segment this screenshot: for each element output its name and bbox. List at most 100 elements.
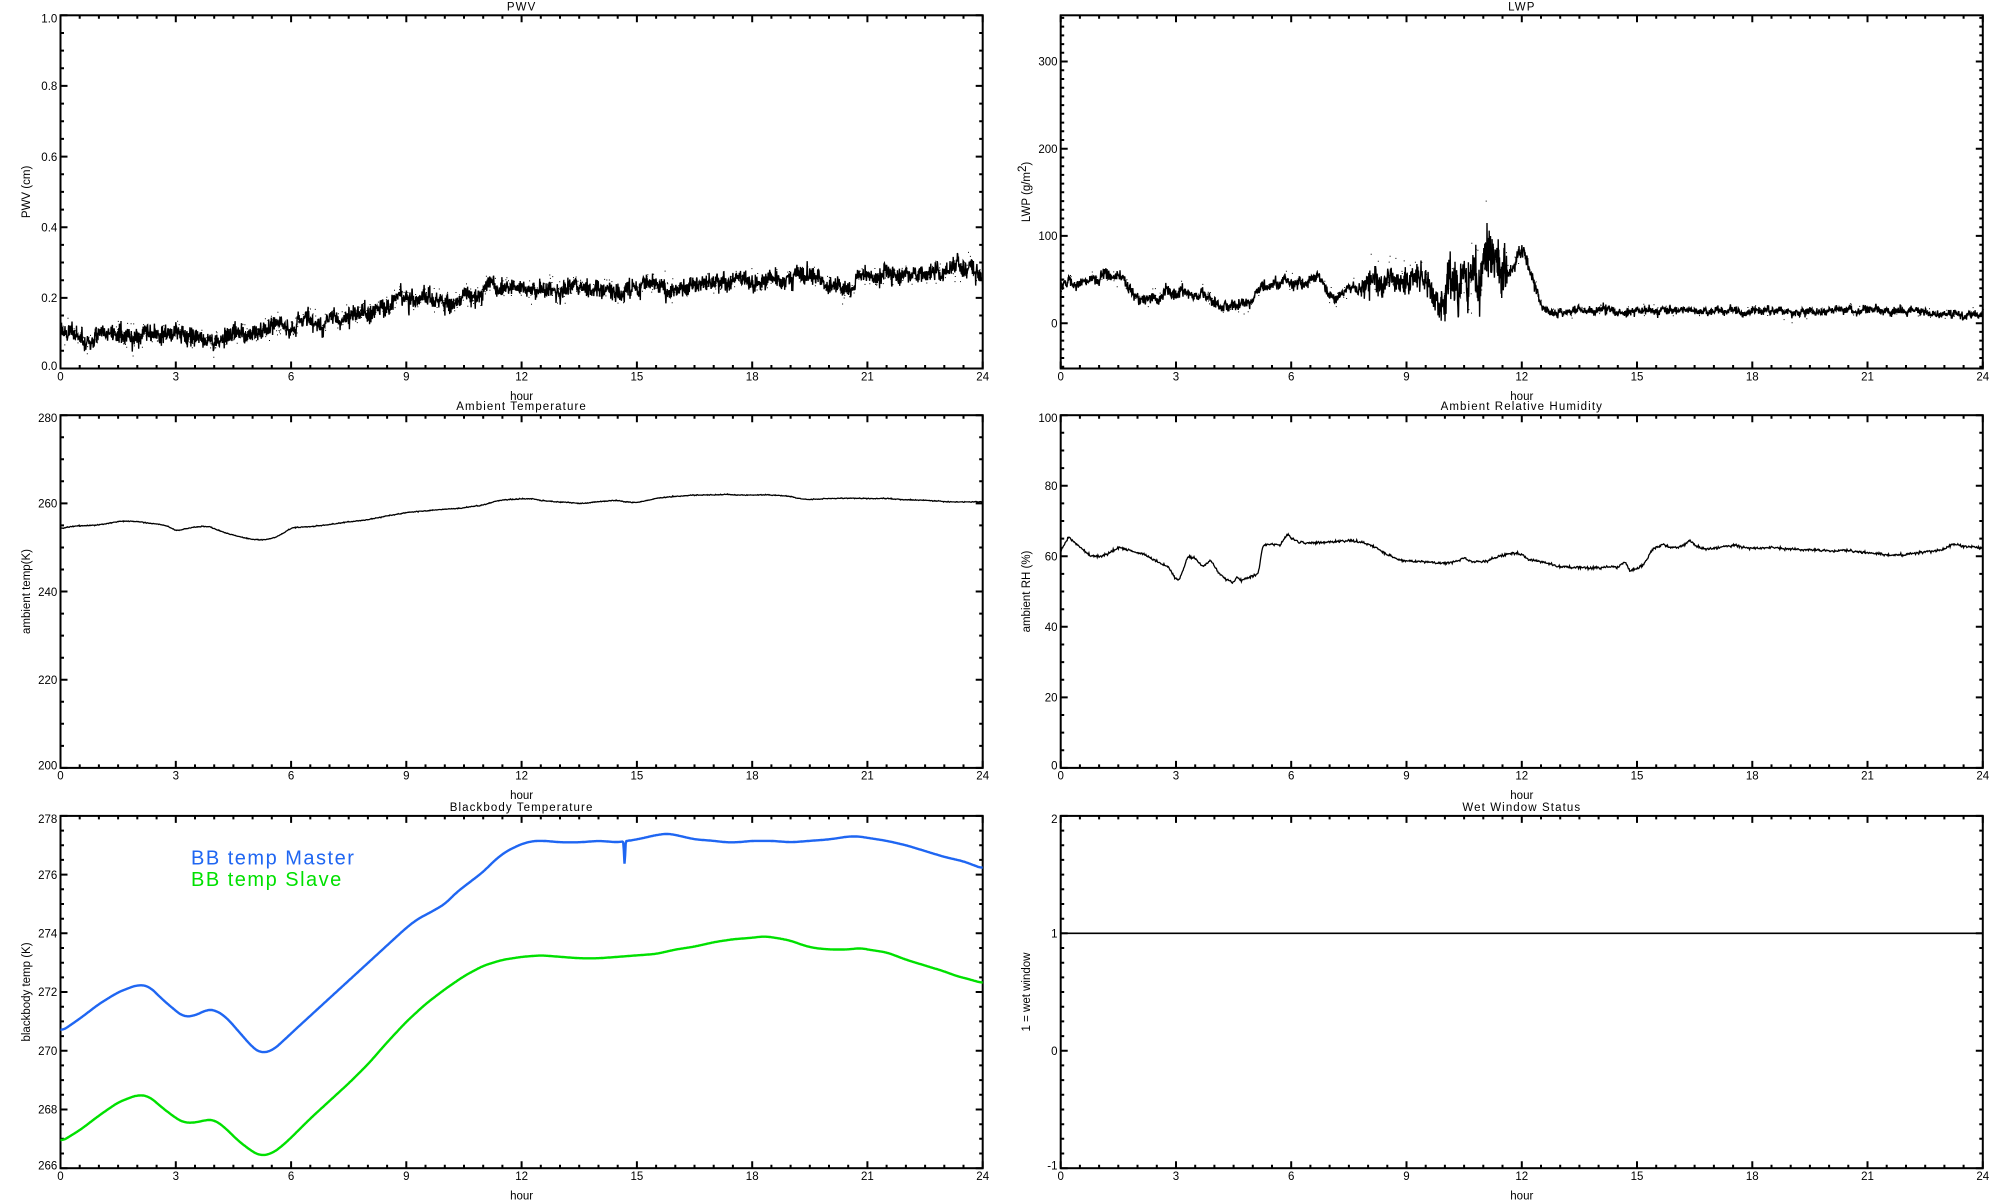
svg-text:270: 270: [38, 1046, 57, 1058]
svg-text:12: 12: [515, 1171, 528, 1183]
svg-text:24: 24: [1976, 771, 1989, 783]
svg-text:12: 12: [1515, 771, 1528, 783]
svg-text:hour: hour: [510, 391, 533, 403]
svg-text:21: 21: [1861, 1171, 1874, 1183]
svg-text:BB temp Master: BB temp Master: [191, 848, 355, 870]
svg-text:0: 0: [57, 371, 63, 383]
svg-text:LWP: LWP: [1508, 1, 1535, 13]
svg-text:LWP (g/m2): LWP (g/m2): [1017, 162, 1033, 222]
svg-text:24: 24: [976, 371, 989, 383]
svg-text:PWV: PWV: [507, 1, 537, 13]
svg-text:0: 0: [57, 1171, 63, 1183]
svg-text:260: 260: [38, 499, 57, 511]
svg-text:21: 21: [861, 371, 874, 383]
svg-text:12: 12: [1515, 1171, 1528, 1183]
svg-text:21: 21: [1861, 771, 1874, 783]
svg-text:15: 15: [631, 771, 644, 783]
svg-text:9: 9: [403, 771, 409, 783]
svg-text:0: 0: [1051, 318, 1057, 330]
svg-text:-1: -1: [1047, 1161, 1057, 1173]
svg-text:3: 3: [173, 1171, 179, 1183]
svg-text:PWV (cm): PWV (cm): [21, 166, 33, 219]
svg-text:0.8: 0.8: [41, 81, 57, 93]
svg-text:20: 20: [1045, 693, 1058, 705]
svg-text:blackbody temp (K): blackbody temp (K): [21, 942, 33, 1041]
svg-text:266: 266: [38, 1161, 57, 1173]
svg-text:ambient temp(K): ambient temp(K): [21, 549, 33, 634]
svg-text:15: 15: [631, 1171, 644, 1183]
svg-text:21: 21: [861, 771, 874, 783]
svg-text:274: 274: [38, 929, 58, 941]
svg-text:3: 3: [173, 371, 179, 383]
svg-text:0: 0: [1057, 371, 1063, 383]
svg-text:200: 200: [1038, 144, 1057, 156]
svg-text:3: 3: [173, 771, 179, 783]
svg-text:hour: hour: [1510, 790, 1533, 802]
svg-text:9: 9: [403, 1171, 409, 1183]
svg-text:6: 6: [288, 371, 294, 383]
svg-text:15: 15: [1631, 771, 1644, 783]
svg-text:24: 24: [976, 1171, 989, 1183]
svg-text:40: 40: [1045, 622, 1058, 634]
svg-text:3: 3: [1173, 371, 1179, 383]
svg-text:1.0: 1.0: [41, 13, 57, 25]
svg-text:0.0: 0.0: [41, 361, 57, 373]
svg-text:21: 21: [861, 1171, 874, 1183]
svg-text:276: 276: [38, 870, 57, 882]
svg-text:6: 6: [1288, 1171, 1294, 1183]
svg-text:268: 268: [38, 1105, 57, 1117]
svg-text:ambient RH (%): ambient RH (%): [1021, 550, 1033, 632]
svg-text:9: 9: [1403, 371, 1409, 383]
svg-text:220: 220: [38, 675, 57, 687]
svg-text:0: 0: [1051, 1046, 1057, 1058]
svg-text:24: 24: [1976, 371, 1989, 383]
svg-text:0: 0: [1051, 760, 1057, 772]
svg-text:60: 60: [1045, 552, 1058, 564]
svg-text:15: 15: [1631, 1171, 1644, 1183]
svg-text:6: 6: [1288, 771, 1294, 783]
svg-text:3: 3: [1173, 771, 1179, 783]
svg-text:Wet Window Status: Wet Window Status: [1462, 802, 1581, 814]
svg-text:0: 0: [1057, 1171, 1063, 1183]
svg-text:18: 18: [1746, 771, 1759, 783]
svg-text:1 = wet window: 1 = wet window: [1021, 952, 1033, 1032]
svg-text:0.2: 0.2: [41, 293, 57, 305]
svg-text:200: 200: [38, 760, 57, 772]
svg-text:18: 18: [1746, 371, 1759, 383]
svg-text:100: 100: [1038, 231, 1057, 243]
svg-text:18: 18: [746, 1171, 759, 1183]
svg-text:6: 6: [288, 1171, 294, 1183]
svg-text:hour: hour: [510, 790, 533, 802]
svg-text:12: 12: [1515, 371, 1528, 383]
svg-text:2: 2: [1051, 814, 1057, 826]
svg-text:0: 0: [1057, 771, 1063, 783]
svg-text:1: 1: [1051, 929, 1057, 941]
svg-text:9: 9: [1403, 771, 1409, 783]
svg-text:9: 9: [403, 371, 409, 383]
svg-text:15: 15: [631, 371, 644, 383]
svg-text:hour: hour: [1510, 391, 1533, 403]
svg-text:278: 278: [38, 814, 57, 826]
svg-text:15: 15: [1631, 371, 1644, 383]
svg-text:0.4: 0.4: [41, 222, 58, 234]
svg-text:18: 18: [1746, 1171, 1759, 1183]
svg-text:Ambient Relative Humidity: Ambient Relative Humidity: [1441, 401, 1603, 413]
svg-text:Ambient Temperature: Ambient Temperature: [456, 401, 587, 413]
svg-text:21: 21: [1861, 371, 1874, 383]
svg-text:hour: hour: [510, 1191, 533, 1200]
svg-text:hour: hour: [1510, 1191, 1533, 1200]
svg-text:12: 12: [515, 371, 528, 383]
svg-text:18: 18: [746, 771, 759, 783]
svg-text:0.6: 0.6: [41, 152, 57, 164]
svg-text:0: 0: [57, 771, 63, 783]
svg-text:18: 18: [746, 371, 759, 383]
svg-text:12: 12: [515, 771, 528, 783]
svg-text:BB temp Slave: BB temp Slave: [191, 869, 343, 891]
svg-text:6: 6: [288, 771, 294, 783]
svg-text:240: 240: [38, 587, 57, 599]
svg-text:280: 280: [38, 413, 57, 425]
svg-text:9: 9: [1403, 1171, 1409, 1183]
svg-text:80: 80: [1045, 481, 1058, 493]
svg-text:272: 272: [38, 987, 57, 999]
svg-text:Blackbody Temperature: Blackbody Temperature: [450, 802, 594, 814]
